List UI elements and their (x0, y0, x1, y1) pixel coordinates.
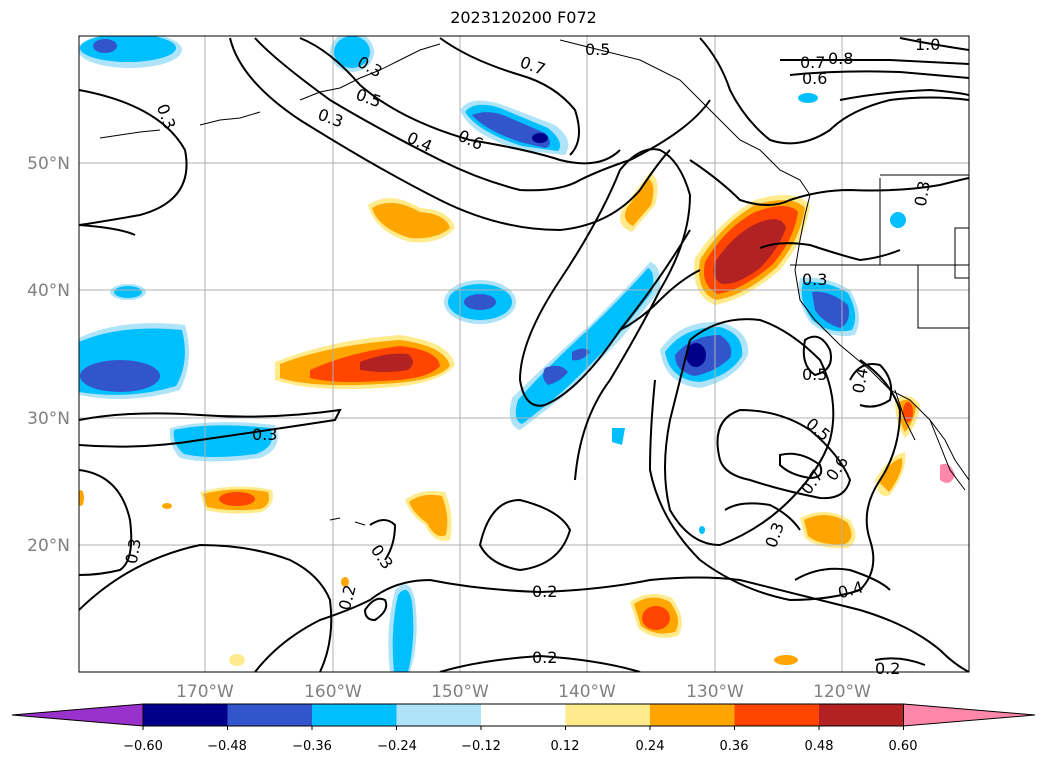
colorbar-tick-label: −0.12 (461, 739, 501, 754)
contour-label: 1.0 (915, 35, 940, 54)
contour-label: 0.4 (849, 366, 872, 394)
colorbar-tick-label: 0.48 (805, 739, 834, 754)
contour-label: 0.6 (802, 69, 827, 88)
shaded-fields (79, 36, 969, 672)
lat-label: 20°N (27, 536, 70, 556)
colorbar-tick-label: −0.60 (123, 739, 163, 754)
lon-label: 120°W (813, 682, 871, 702)
colorbar-segment (734, 704, 820, 726)
colorbar-segment (650, 704, 735, 726)
colorbar-segment (227, 704, 313, 726)
latitude-labels: 50°N 40°N 30°N 20°N (27, 154, 70, 556)
contour-label: 0.3 (802, 270, 827, 289)
lon-label: 130°W (686, 682, 744, 702)
contour-label: 0.8 (828, 49, 853, 68)
contour-label: 0.2 (875, 659, 900, 678)
contour-label: 0.3 (911, 179, 934, 207)
contour-label: 0.3 (252, 425, 277, 444)
lat-label: 50°N (27, 154, 70, 174)
gridlines (79, 36, 969, 672)
colorbar-segment (481, 704, 566, 726)
colorbar-segment (312, 704, 397, 726)
contour-label: 0.5 (585, 40, 610, 59)
colorbar-segment (819, 704, 904, 726)
plot-frame (78, 35, 970, 673)
lat-label: 30°N (27, 409, 70, 429)
colorbar-tick-label: 0.36 (720, 739, 749, 754)
colorbar-frame (142, 703, 904, 727)
coastlines (99, 39, 969, 526)
colorbar (11, 703, 1036, 730)
colorbar-tick-label: 0.24 (636, 739, 665, 754)
colorbar-tick-label: 0.12 (551, 739, 580, 754)
plot-title: 2023120200 F072 (450, 8, 597, 27)
contour-label: 0.3 (122, 537, 145, 565)
positive-anomalies (79, 172, 955, 666)
colorbar-segment (143, 704, 228, 726)
lon-label: 150°W (431, 682, 489, 702)
contour-label: 0.2 (532, 648, 557, 667)
longitude-labels: 170°W 160°W 150°W 140°W 130°W 120°W (176, 682, 871, 702)
contour-label: 0.5 (802, 365, 827, 384)
colorbar-segment (565, 704, 651, 726)
colorbar-tick-label: −0.36 (292, 739, 332, 754)
lat-label: 40°N (27, 281, 70, 301)
contour-lines (79, 37, 969, 672)
lon-label: 160°W (304, 682, 362, 702)
colorbar-extend-high (903, 703, 1036, 727)
colorbar-tick-label: −0.24 (377, 739, 417, 754)
contour-label: 0.2 (532, 582, 557, 601)
lon-label: 170°W (176, 682, 234, 702)
lon-label: 140°W (558, 682, 616, 702)
negative-anomalies (79, 36, 906, 672)
colorbar-extend-low (11, 703, 144, 727)
colorbar-segment (396, 704, 482, 726)
colorbar-tick-label: −0.48 (207, 739, 247, 754)
contour-label: 0.7 (800, 53, 825, 72)
colorbar-tick-label: 0.60 (889, 739, 918, 754)
colorbar-ticks: −0.60 −0.48 −0.36 −0.24 −0.12 0.12 0.24 … (123, 739, 917, 754)
